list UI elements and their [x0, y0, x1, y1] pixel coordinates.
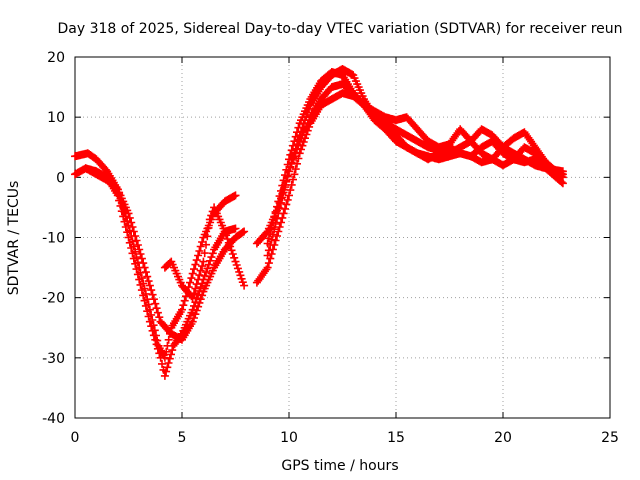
plus-marks [263, 65, 567, 260]
y-tick-label: -30 [42, 351, 65, 367]
x-tick-label: 20 [494, 430, 512, 446]
plus-marks [160, 203, 249, 302]
series-track-8 [263, 65, 567, 260]
plus-marks [71, 149, 240, 362]
y-tick-label: 10 [47, 110, 65, 126]
chart-title: Day 318 of 2025, Sidereal Day-to-day VTE… [57, 21, 622, 37]
grid [75, 57, 610, 418]
y-tick-label: 0 [56, 170, 65, 186]
y-tick-label: -20 [42, 291, 65, 307]
x-axis-label: GPS time / hours [281, 458, 398, 474]
x-axis: 0 5 10 15 20 25 [71, 57, 619, 446]
x-tick-label: 15 [387, 430, 405, 446]
x-tick-label: 25 [601, 430, 619, 446]
y-tick-label: 20 [47, 50, 65, 66]
series-track-4 [160, 203, 249, 302]
y-axis: -40 -30 -20 -10 0 10 20 [42, 50, 610, 427]
x-tick-label: 0 [71, 430, 80, 446]
x-tick-label: 10 [280, 430, 298, 446]
data-series [71, 65, 567, 380]
y-tick-label: -10 [42, 231, 65, 247]
plus-marks [71, 164, 240, 380]
y-axis-label: SDTVAR / TECUs [6, 181, 22, 296]
series-track-3 [81, 164, 249, 344]
plus-marks [81, 164, 249, 344]
series-track-2 [71, 164, 240, 380]
y-tick-label: -40 [42, 411, 65, 427]
x-tick-label: 5 [178, 430, 187, 446]
series-track-1 [71, 149, 240, 362]
